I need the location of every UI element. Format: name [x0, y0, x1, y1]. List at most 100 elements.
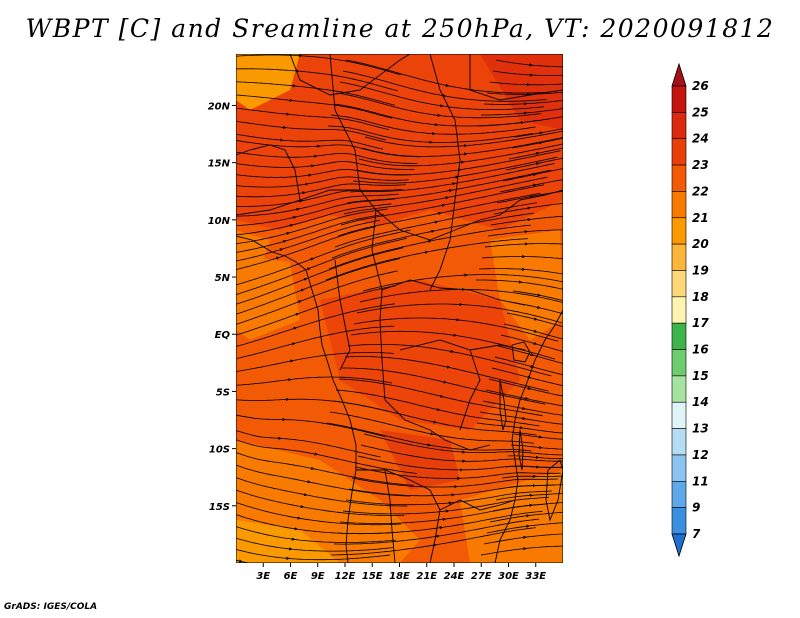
streamline: [531, 74, 563, 76]
border-11: [439, 499, 516, 511]
wbpt-region-west-light-2: [236, 230, 270, 270]
lat-label: 15N: [208, 159, 231, 170]
streamline: [331, 543, 437, 556]
streamline: [495, 59, 534, 67]
streamline: [236, 277, 308, 305]
streamline: [539, 294, 563, 301]
colorbar-swatch: [671, 138, 687, 166]
border-6: [381, 279, 526, 306]
streamline: [442, 105, 544, 110]
streamline: [348, 488, 456, 497]
lat-label: 10N: [208, 216, 231, 227]
streamline: [464, 458, 563, 462]
streamline: [236, 182, 310, 188]
streamline: [494, 356, 535, 368]
streamline: [295, 303, 395, 329]
streamline: [435, 527, 536, 546]
streamline: [457, 156, 558, 178]
streamline: [236, 248, 284, 262]
wbpt-region-central-dark: [320, 280, 520, 430]
colorbar-label: 20: [692, 237, 709, 251]
streamline: [443, 184, 545, 206]
streamline: [463, 143, 563, 163]
colorbar-swatch: [671, 164, 687, 192]
streamline: [528, 83, 563, 86]
streamline: [531, 64, 563, 68]
streamline: [479, 411, 527, 420]
streamline: [529, 202, 563, 209]
lat-label: 15S: [209, 502, 230, 513]
streamline: [480, 547, 528, 556]
streamline: [512, 290, 542, 297]
streamline: [496, 195, 534, 204]
colorbar-swatch: [671, 270, 687, 298]
streamline: [486, 524, 530, 534]
streamline: [236, 140, 321, 148]
streamline: [444, 95, 547, 102]
streamline: [236, 199, 304, 207]
streamline: [236, 68, 300, 73]
streamline: [236, 133, 284, 142]
streamline: [483, 102, 528, 106]
streamline: [288, 208, 388, 234]
streamline: [497, 345, 535, 357]
streamline: [523, 269, 563, 275]
streamline: [485, 389, 529, 400]
streamline: [454, 163, 555, 184]
streamline: [526, 229, 563, 232]
streamline: [236, 256, 280, 270]
colorbar-swatch: [671, 112, 687, 140]
streamline: [345, 59, 450, 87]
streamline: [236, 397, 290, 402]
border-12: [384, 469, 396, 563]
streamline: [236, 207, 300, 217]
streamline: [529, 377, 563, 387]
streamline: [433, 212, 534, 232]
streamline: [342, 509, 450, 515]
streamline: [525, 533, 563, 538]
streamline: [430, 224, 531, 242]
streamline: [288, 554, 391, 561]
streamline: [493, 206, 532, 215]
colorbar: 26 25 24 23 22 21 20 19 18 17 16 15 14 13 12 11 9 7: [671, 62, 709, 558]
wbpt-region-se-light: [460, 470, 563, 563]
colorbar-swatch: [671, 401, 687, 429]
streamline: [340, 203, 446, 226]
streamline: [236, 378, 292, 386]
streamline: [291, 100, 393, 119]
streamline: [510, 444, 543, 450]
streamline: [531, 492, 563, 496]
streamline: [331, 229, 435, 259]
streamline: [362, 273, 469, 292]
streamline: [236, 240, 287, 253]
streamline: [535, 179, 563, 186]
streamline: [300, 55, 401, 76]
streamline: [464, 451, 563, 456]
streamline: [306, 247, 404, 280]
streamline: [292, 351, 394, 362]
colorbar-top-triangle: [671, 62, 687, 87]
map-panel[interactable]: [176, 54, 568, 568]
grads-credit: GrADS: IGES/COLA: [4, 602, 98, 612]
colorbar-label: 12: [692, 448, 709, 462]
streamline: [330, 114, 436, 136]
colorbar-label: 11: [692, 474, 709, 488]
streamline: [342, 70, 447, 98]
streamline: [334, 534, 441, 545]
streamline: [357, 455, 464, 472]
streamline: [332, 400, 438, 424]
streamline: [201, 562, 221, 568]
colorbar-label: 16: [692, 343, 709, 357]
streamline: [298, 193, 399, 210]
colorbar-swatch: [671, 375, 687, 403]
streamline: [432, 433, 535, 444]
streamline: [527, 398, 563, 407]
colorbar-label: 22: [692, 184, 709, 198]
streamline: [505, 162, 540, 171]
streamline: [345, 499, 453, 506]
streamline: [445, 382, 546, 405]
streamline: [489, 81, 531, 87]
streamline: [326, 422, 432, 447]
colorbar-bottom-triangle: [671, 533, 687, 558]
border-9: [384, 399, 491, 451]
